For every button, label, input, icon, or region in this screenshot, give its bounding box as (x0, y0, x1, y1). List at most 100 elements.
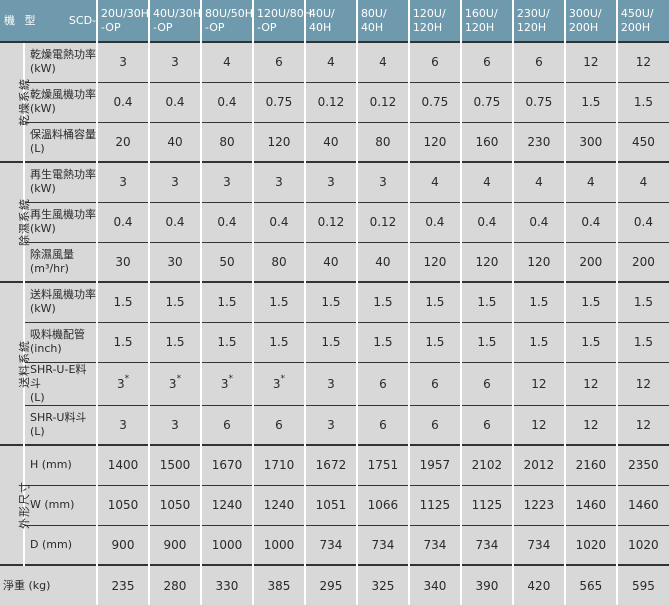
table-row: 乾燥系統 乾燥電熱功率 (kW) 3 3 4 6 4 4 6 6 6 12 12 (0, 41, 669, 162)
row-label: W (mm) (22, 484, 98, 525)
value-cell: 6 (407, 404, 461, 445)
table-row: SHR-U-E料斗 (L) 3* 3* 3* 3* 3 6 6 6 12 12 12 (0, 361, 669, 405)
row-label: H (mm) (22, 444, 98, 485)
row-label: 除濕風量 (m³/hr) (22, 241, 98, 282)
value-cell: 1.5 (355, 281, 409, 322)
value-cell: 1051 (303, 484, 357, 525)
value-cell: 0.12 (303, 81, 357, 122)
model-column-header: 80U/50H -OP (199, 0, 253, 42)
row-label: SHR-U料斗 (L) (22, 404, 98, 445)
value-cell: 2350 (615, 444, 669, 485)
value-cell: 900 (148, 524, 201, 565)
value-cell: 4 (303, 41, 357, 82)
group-name: 除濕系統 (18, 198, 31, 246)
value-cell: 4 (355, 41, 409, 82)
value-cell: 0.4 (615, 201, 669, 242)
value-cell: 1670 (199, 444, 253, 485)
value-cell: 40 (355, 241, 409, 282)
value-cell: 80 (199, 121, 253, 162)
value-cell: 40 (303, 121, 357, 162)
value-text: 3 (168, 377, 177, 391)
value-cell: 300 (563, 121, 617, 162)
value-cell: 50 (199, 241, 253, 282)
model-name-part: 200H (568, 20, 599, 34)
value-cell: 80 (251, 241, 305, 282)
row-label-line: (inch) (30, 342, 62, 355)
row-label-line: (kW) (30, 182, 56, 196)
value-cell: 3 (303, 361, 357, 405)
value-cell: 2102 (459, 444, 513, 485)
value-cell: 1240 (251, 484, 305, 525)
value-cell: 120 (511, 241, 565, 282)
row-label: 送料風機功率 (kW) (22, 281, 98, 322)
value-cell: 0.75 (251, 81, 305, 122)
model-header: 機 型 SCD- (0, 0, 98, 42)
value-cell: 1.5 (355, 321, 409, 362)
model-name-part: -OP (256, 20, 277, 34)
value-cell: 0.4 (148, 201, 201, 242)
model-name-part: 40H (360, 20, 384, 34)
value-cell: 80 (355, 121, 409, 162)
value-cell: 40 (303, 241, 357, 282)
model-name-part: 80U/ (360, 6, 387, 20)
model-name-part: 200H (620, 20, 651, 34)
model-name-part: -OP (153, 20, 173, 34)
model-column-header: 450U/200H (615, 0, 669, 42)
value-cell: 595 (615, 564, 669, 605)
value-cell: 0.4 (96, 201, 149, 242)
model-name-part: 40U/ (308, 6, 335, 20)
value-cell: 3* (148, 361, 201, 405)
value-cell: 295 (303, 564, 357, 605)
value-cell: 4 (459, 161, 513, 202)
value-cell: 1.5 (303, 321, 357, 362)
group-label: 送料系統 (0, 281, 31, 445)
value-cell: 734 (303, 524, 357, 565)
table-row: 除濕系統 再生電熱功率 (kW) 3 3 3 3 3 3 4 4 4 4 4 (0, 161, 669, 282)
value-cell: 734 (355, 524, 409, 565)
model-column-header: 20U/30H -OP (96, 0, 149, 42)
value-cell: 40 (148, 121, 201, 162)
value-cell: 0.75 (511, 81, 565, 122)
value-cell: 6 (251, 404, 305, 445)
value-cell: 0.12 (355, 201, 409, 242)
footnote-mark: * (124, 374, 130, 384)
value-cell: 3 (148, 41, 201, 82)
value-cell: 1050 (148, 484, 201, 525)
table-row: 再生風機功率 (kW) 0.4 0.4 0.4 0.4 0.12 0.12 0.4 0.4 0.4 0… (0, 201, 669, 242)
model-column-header: 40U/40H (303, 0, 357, 42)
value-cell: 1.5 (251, 281, 305, 322)
value-cell: 1000 (251, 524, 305, 565)
row-label-line: 乾燥電熱功率 (30, 48, 96, 62)
model-prefix: SCD- (68, 13, 97, 27)
value-cell: 734 (511, 524, 565, 565)
model-name-part: 120H (412, 20, 443, 34)
machine-label: 機 (4, 13, 15, 27)
row-label-line: 保溫料桶容量 (30, 127, 96, 141)
value-cell: 1.5 (407, 281, 461, 322)
model-column-header: 300U/200H (563, 0, 617, 42)
table-row: 送料系統 送料風機功率 (kW) 1.5 1.5 1.5 1.5 1.5 1.5 1.5 1.5 1.… (0, 281, 669, 445)
model-name-part: 120U/ (412, 6, 446, 20)
value-cell: 12 (511, 404, 565, 445)
value-cell: 3 (148, 404, 201, 445)
value-cell: 1.5 (563, 81, 617, 122)
value-cell: 420 (511, 564, 565, 605)
model-name-part: 120U/80H (256, 6, 312, 20)
value-cell: 0.4 (148, 81, 201, 122)
value-cell: 3 (355, 161, 409, 202)
value-cell: 1.5 (563, 321, 617, 362)
group-label: 乾燥系統 (0, 41, 31, 162)
value-cell: 734 (459, 524, 513, 565)
value-cell: 3* (199, 361, 253, 405)
value-cell: 4 (407, 161, 461, 202)
value-cell: 12 (563, 361, 617, 405)
row-label-line: (kW) (30, 302, 56, 316)
model-column-header: 160U/120H (459, 0, 513, 42)
table-row: D (mm) 900 900 1000 1000 734 734 734 734 734 1020 1… (0, 524, 669, 565)
value-text: 3 (220, 377, 229, 391)
model-name-part: 160U/ (464, 6, 498, 20)
value-cell: 330 (199, 564, 253, 605)
value-cell: 0.4 (199, 201, 253, 242)
row-label-line: SHR-U料斗 (30, 410, 87, 424)
row-label-line: (kW) (30, 102, 56, 115)
